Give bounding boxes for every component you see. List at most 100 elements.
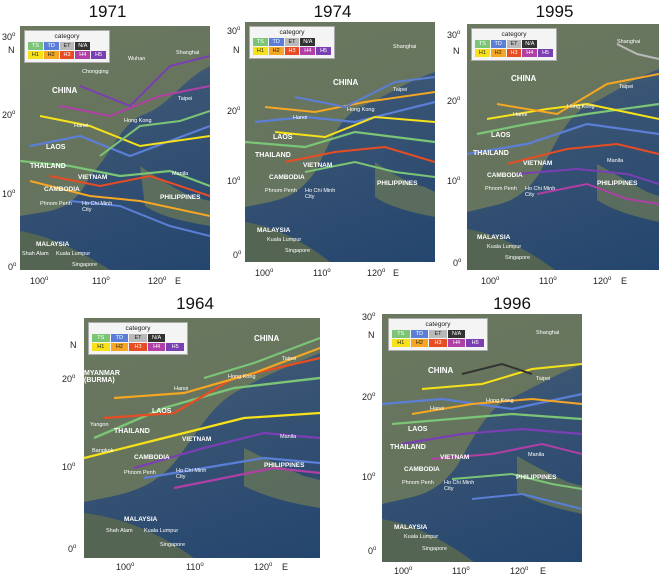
legend-swatch-na: N/A — [522, 40, 538, 48]
legend-swatch-h2: H2 — [268, 47, 284, 55]
lat-tick: 10o — [447, 176, 461, 186]
axis-north-label: N — [8, 45, 15, 55]
lon-tick: 120o — [367, 268, 386, 278]
legend-swatch-h5: H5 — [316, 47, 331, 55]
lat-tick: 20o — [227, 106, 241, 116]
legend-swatch-h5: H5 — [91, 51, 106, 59]
lat-tick: 10o — [2, 189, 16, 199]
legend-swatch-ts: TS — [253, 38, 268, 46]
legend-swatch-empty — [316, 38, 331, 46]
category-legend: category TS TD ET N/A H1 H2 H3 H4 H5 — [471, 28, 557, 61]
lat-tick: 30o — [2, 32, 16, 42]
category-legend: category TS TD ET N/A H1 H2 H3 H4 H5 — [24, 30, 110, 63]
legend-swatch-td: TD — [410, 330, 429, 338]
legend-swatch-et: ET — [284, 38, 300, 46]
legend-swatch-h4: H4 — [522, 49, 538, 57]
legend-swatch-na: N/A — [300, 38, 316, 46]
legend-swatch-td: TD — [490, 40, 506, 48]
axis-north-label: N — [453, 46, 460, 56]
panel-year-title: 1974 — [313, 2, 352, 21]
map-image: category TS TD ET N/A H1 H2 H3 H4 H5 Sha… — [382, 314, 582, 562]
lat-tick: 10o — [227, 176, 241, 186]
lon-tick: 100o — [481, 276, 500, 286]
lon-tick: 100o — [255, 268, 274, 278]
legend-title: category — [54, 33, 80, 40]
legend-swatch-h1: H1 — [253, 47, 268, 55]
legend-swatch-td: TD — [268, 38, 284, 46]
map-image: category TS TD ET N/A H1 H2 H3 H4 H5 CHI… — [84, 318, 320, 558]
legend-swatch-ts: TS — [475, 40, 490, 48]
legend-swatch-h1: H1 — [92, 343, 110, 351]
map-image: category TS TD ET N/A H1 H2 H3 H4 H5 Sha… — [20, 26, 210, 270]
lat-tick: 30o — [227, 26, 241, 36]
legend-swatch-td: TD — [43, 42, 59, 50]
lat-tick: 20o — [447, 96, 461, 106]
map-panel-1974: 1974 N 30o 20o 10o 0o category TS TD ET … — [225, 0, 440, 290]
lat-tick: 30o — [447, 30, 461, 40]
panel-year-title: 1964 — [176, 294, 214, 313]
legend-swatch-h4: H4 — [300, 47, 316, 55]
legend-swatch-h4: H4 — [447, 339, 466, 347]
legend-swatch-h3: H3 — [284, 47, 300, 55]
lon-tick: 100o — [116, 562, 135, 572]
legend-swatch-h2: H2 — [43, 51, 59, 59]
axis-north-label: N — [368, 330, 375, 340]
lat-tick: 20o — [2, 110, 16, 120]
lat-tick: 30o — [362, 312, 376, 322]
legend-swatch-empty — [538, 40, 553, 48]
legend-swatch-h4: H4 — [75, 51, 91, 59]
axis-east-label: E — [282, 562, 289, 572]
lat-tick: 0o — [68, 544, 77, 554]
legend-swatch-h5: H5 — [466, 339, 484, 347]
map-image: category TS TD ET N/A H1 H2 H3 H4 H5 Sha… — [245, 22, 435, 262]
lat-tick: 0o — [8, 262, 17, 272]
legend-swatch-h5: H5 — [538, 49, 553, 57]
map-panel-1971: 1971 N 30o 20o 10o 0o category TS TD ET … — [0, 0, 215, 290]
legend-swatch-h2: H2 — [490, 49, 506, 57]
legend-title: category — [125, 325, 151, 332]
map-image: category TS TD ET N/A H1 H2 H3 H4 H5 Sha… — [467, 24, 659, 270]
legend-swatch-na: N/A — [447, 330, 466, 338]
map-panel-1996: 1996 N 30o 20o 10o 0o category TS TD ET … — [360, 292, 664, 583]
map-panel-1964: 1964 N 20o 10o 0o category TS TD ET N/A — [60, 292, 330, 583]
legend-title: category — [425, 321, 451, 328]
category-legend: category TS TD ET N/A H1 H2 H3 H4 H5 — [88, 322, 188, 355]
legend-swatch-na: N/A — [75, 42, 91, 50]
legend-swatch-grid: TS TD ET N/A H1 H2 H3 H4 H5 — [392, 330, 484, 347]
legend-swatch-et: ET — [429, 330, 447, 338]
lon-tick: 110o — [92, 276, 110, 286]
lat-tick: 20o — [62, 374, 76, 384]
legend-swatch-na: N/A — [147, 334, 166, 342]
lon-tick: 100o — [394, 566, 413, 576]
legend-swatch-h1: H1 — [475, 49, 490, 57]
legend-swatch-et: ET — [506, 40, 522, 48]
lat-tick: 0o — [233, 250, 242, 260]
legend-swatch-empty — [466, 330, 484, 338]
lat-tick: 10o — [362, 472, 376, 482]
legend-title: category — [279, 29, 305, 36]
legend-swatch-h2: H2 — [410, 339, 429, 347]
lat-tick: 10o — [62, 462, 76, 472]
legend-swatch-h3: H3 — [429, 339, 447, 347]
legend-swatch-h1: H1 — [28, 51, 43, 59]
panel-year-title: 1995 — [535, 2, 574, 21]
legend-swatch-grid: TS TD ET N/A H1 H2 H3 H4 H5 — [253, 38, 331, 55]
category-legend: category TS TD ET N/A H1 H2 H3 H4 H5 — [249, 26, 335, 59]
panel-year-title: 1971 — [88, 2, 127, 21]
legend-swatch-h4: H4 — [147, 343, 166, 351]
legend-swatch-h2: H2 — [110, 343, 129, 351]
lon-tick: 120o — [148, 276, 167, 286]
legend-swatch-grid: TS TD ET N/A H1 H2 H3 H4 H5 — [28, 42, 106, 59]
category-legend: category TS TD ET N/A H1 H2 H3 H4 H5 — [388, 318, 488, 351]
legend-swatch-grid: TS TD ET N/A H1 H2 H3 H4 H5 — [475, 40, 553, 57]
lon-tick: 110o — [539, 276, 557, 286]
axis-north-label: N — [70, 340, 77, 350]
legend-swatch-h1: H1 — [392, 339, 410, 347]
legend-swatch-h3: H3 — [59, 51, 75, 59]
lat-tick: 0o — [368, 546, 377, 556]
legend-swatch-et: ET — [129, 334, 147, 342]
map-panel-1995: 1995 N 30o 20o 10o 0o category TS TD ET … — [445, 0, 664, 290]
axis-east-label: E — [175, 276, 182, 286]
lon-tick: 100o — [30, 276, 49, 286]
lon-tick: 120o — [593, 276, 612, 286]
